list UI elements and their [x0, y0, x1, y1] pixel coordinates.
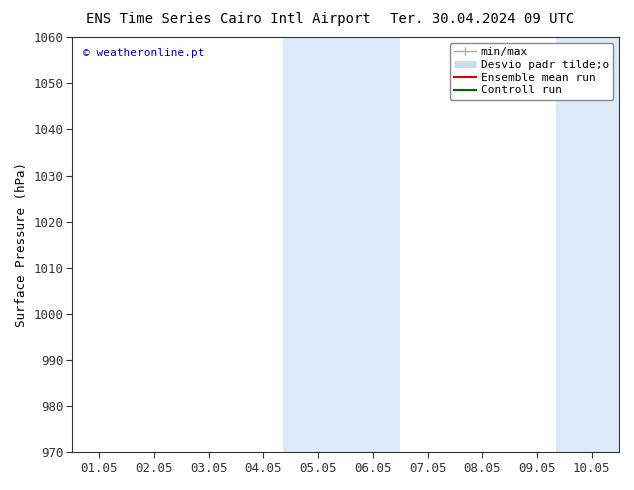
Text: ENS Time Series Cairo Intl Airport: ENS Time Series Cairo Intl Airport: [86, 12, 371, 26]
Legend: min/max, Desvio padr tilde;o, Ensemble mean run, Controll run: min/max, Desvio padr tilde;o, Ensemble m…: [450, 43, 614, 100]
Bar: [556, 37, 619, 452]
Text: Ter. 30.04.2024 09 UTC: Ter. 30.04.2024 09 UTC: [390, 12, 574, 26]
Text: © weatheronline.pt: © weatheronline.pt: [83, 48, 204, 57]
Y-axis label: Surface Pressure (hPa): Surface Pressure (hPa): [15, 162, 28, 327]
Bar: [283, 37, 400, 452]
